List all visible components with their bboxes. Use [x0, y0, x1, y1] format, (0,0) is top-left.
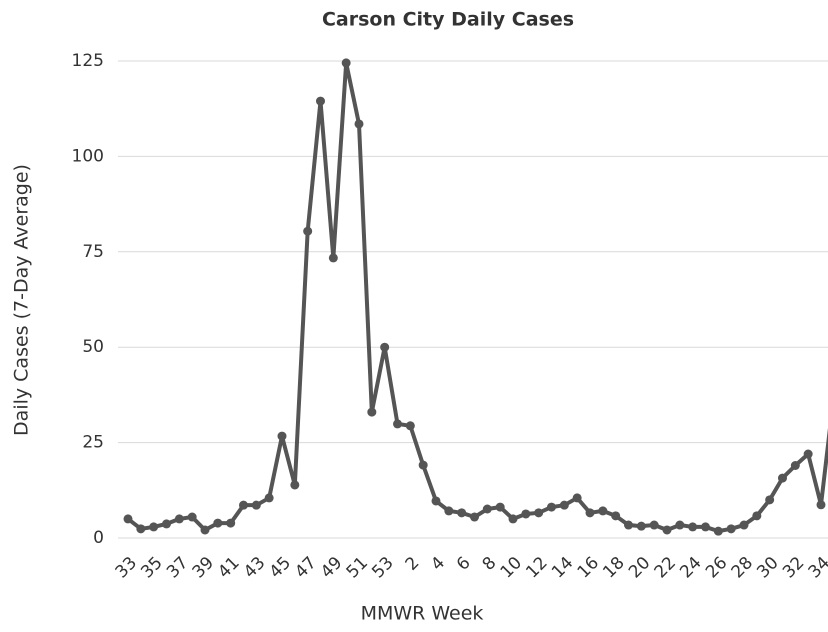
y-axis-title: Daily Cases (7-Day Average) — [11, 164, 33, 436]
x-tick-label: 53 — [368, 553, 397, 582]
data-point — [431, 496, 441, 506]
data-point — [688, 522, 698, 532]
data-point — [547, 502, 556, 512]
data-line — [126, 60, 828, 534]
data-point — [752, 511, 762, 521]
data-point — [675, 520, 685, 530]
data-point — [290, 480, 300, 490]
data-point — [495, 502, 505, 512]
x-tick-label: 4 — [427, 553, 449, 575]
data-point — [316, 96, 325, 106]
data-point — [149, 522, 159, 532]
data-point — [701, 522, 710, 532]
data-point — [251, 500, 261, 510]
x-tick-label: 6 — [453, 553, 475, 575]
data-point — [470, 512, 479, 522]
data-point — [226, 518, 236, 528]
data-point — [239, 500, 248, 510]
data-point — [585, 508, 595, 518]
x-tick-label: 34 — [805, 553, 828, 582]
x-tick-label: 8 — [479, 553, 501, 575]
data-point — [559, 500, 569, 510]
data-point — [508, 514, 518, 524]
x-tick-label: 2 — [402, 553, 424, 575]
data-point — [405, 421, 415, 431]
y-tick-label: 25 — [82, 433, 104, 453]
data-point — [611, 511, 621, 521]
data-point — [162, 519, 171, 529]
data-point — [328, 253, 338, 263]
data-point — [482, 504, 492, 514]
data-point — [444, 506, 454, 516]
data-point — [341, 58, 351, 68]
data-point — [457, 508, 467, 518]
data-point — [521, 509, 531, 519]
data-point — [367, 407, 377, 417]
y-tick-label: 100 — [72, 146, 104, 166]
data-point — [187, 512, 197, 522]
data-point — [598, 506, 608, 516]
data-point — [649, 520, 659, 530]
data-point — [174, 514, 184, 524]
data-point — [778, 473, 787, 483]
y-tick-label: 75 — [82, 242, 104, 262]
data-point — [624, 520, 633, 530]
data-point — [713, 526, 723, 536]
data-point — [264, 493, 274, 503]
data-point — [418, 460, 428, 470]
data-point — [790, 460, 800, 470]
data-point — [803, 449, 813, 459]
data-point — [213, 518, 223, 528]
data-point — [572, 493, 582, 503]
x-axis-title: MMWR Week — [361, 603, 484, 625]
chart-title: Carson City Daily Cases — [322, 9, 574, 31]
data-point — [277, 431, 287, 441]
data-point — [393, 419, 402, 429]
data-point — [739, 520, 749, 530]
data-point — [380, 342, 390, 352]
y-tick-label: 0 — [93, 528, 104, 548]
data-point — [123, 514, 133, 524]
data-point — [303, 226, 313, 236]
data-point — [354, 119, 364, 129]
y-tick-label: 125 — [72, 51, 104, 71]
data-point — [136, 524, 146, 534]
data-point — [200, 525, 210, 535]
data-point — [636, 521, 646, 531]
y-tick-label: 50 — [82, 337, 104, 357]
data-point — [726, 524, 736, 534]
data-point — [662, 525, 672, 535]
data-point — [534, 508, 544, 518]
data-point — [816, 500, 826, 510]
data-point — [765, 495, 775, 505]
